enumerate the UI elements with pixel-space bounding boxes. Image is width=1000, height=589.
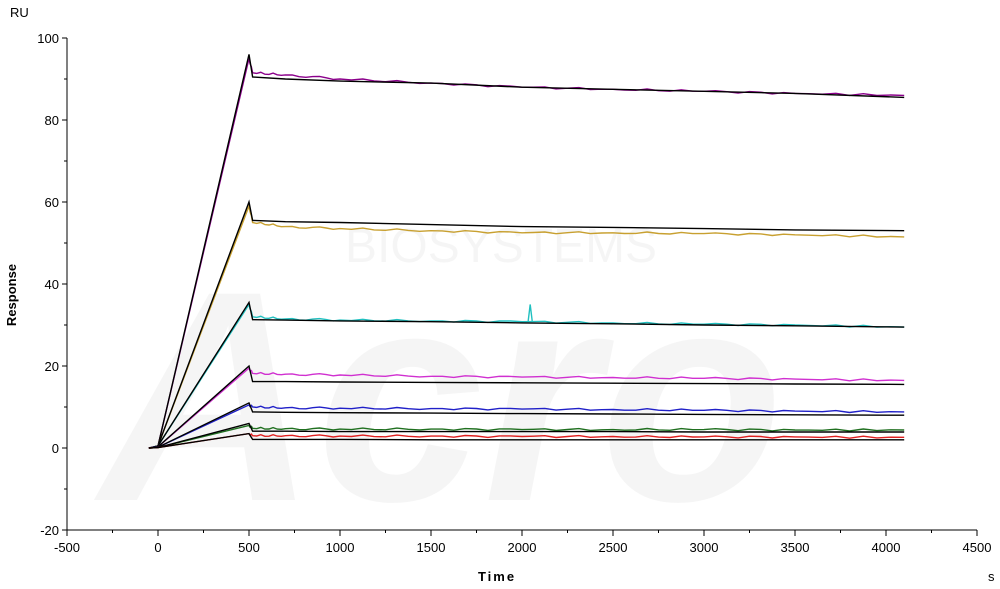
x-tick-label: 4500 <box>963 540 992 555</box>
series-line <box>148 424 905 449</box>
series-group <box>148 422 905 449</box>
x-tick-label: 3500 <box>781 540 810 555</box>
axis-labels: RU s Time Response -20 0 20 40 60 80 100 -500 0 5… <box>4 5 995 584</box>
fit-line <box>148 364 905 449</box>
series-group <box>148 54 905 449</box>
x-tick-label: -500 <box>54 540 80 555</box>
y-unit-label: RU <box>10 5 29 20</box>
series-line <box>148 432 905 449</box>
y-tick-label: 40 <box>45 277 59 292</box>
x-tick-label: 3000 <box>690 540 719 555</box>
watermark-main: Acro <box>91 228 784 564</box>
x-tick-label: 2500 <box>599 540 628 555</box>
y-axis-title: Response <box>4 264 19 326</box>
series-group <box>148 401 905 449</box>
series-group <box>148 199 905 449</box>
fit-line <box>148 300 905 449</box>
x-tick-label: 4000 <box>872 540 901 555</box>
series-layer <box>148 54 905 449</box>
x-axis-title: Time <box>478 569 516 584</box>
series-line <box>148 203 905 449</box>
series-group <box>148 432 905 449</box>
tick-marks <box>62 37 978 536</box>
series-line <box>148 366 905 449</box>
fit-line <box>148 54 905 449</box>
fit-line <box>148 432 905 449</box>
y-tick-label: 80 <box>45 113 59 128</box>
watermark: Acro BIOSYSTEMS <box>91 220 784 564</box>
x-tick-label: 1500 <box>417 540 446 555</box>
spike-artifact <box>527 304 533 321</box>
y-tick-label: 20 <box>45 359 59 374</box>
y-tick-label: -20 <box>40 523 59 538</box>
fit-line <box>148 199 905 449</box>
fit-line <box>148 422 905 449</box>
series-line <box>148 403 905 449</box>
y-tick-label: 60 <box>45 195 59 210</box>
series-group <box>148 364 905 449</box>
series-group <box>148 300 905 449</box>
x-tick-label: 1000 <box>326 540 355 555</box>
series-line <box>148 302 905 449</box>
x-unit-label: s <box>988 569 995 584</box>
x-tick-label: 0 <box>154 540 161 555</box>
x-tick-label: 500 <box>238 540 260 555</box>
fit-line <box>148 401 905 449</box>
y-tick-label: 0 <box>52 441 59 456</box>
y-tick-label: 100 <box>37 31 59 46</box>
x-tick-label: 2000 <box>508 540 537 555</box>
